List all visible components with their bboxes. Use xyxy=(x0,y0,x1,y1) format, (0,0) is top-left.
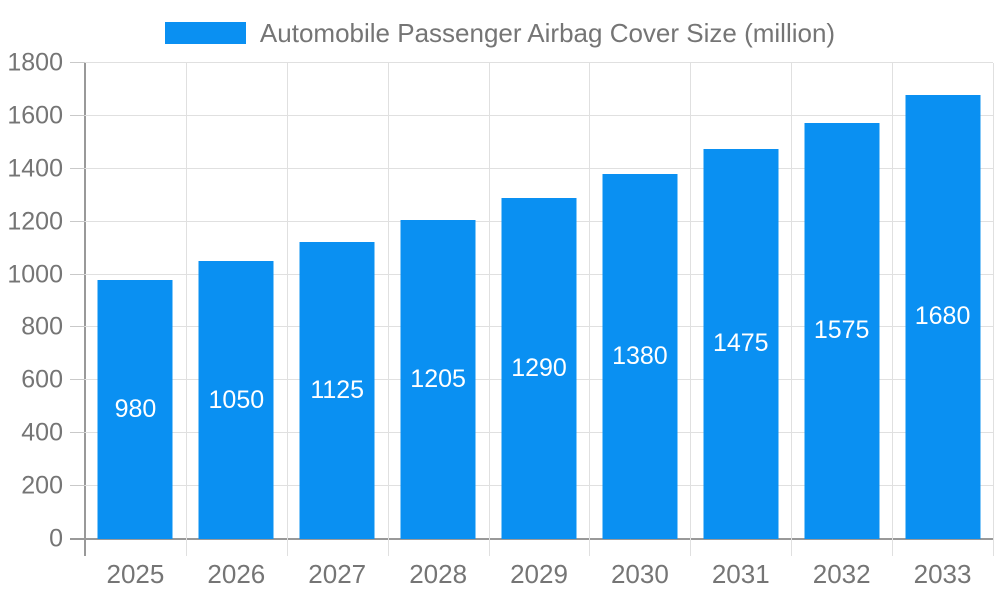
gridline-vertical xyxy=(892,63,894,556)
bar-value-label: 1380 xyxy=(612,342,668,371)
plot-area: 0 200 400 600 800 1000 1200 1400 1600 1800 980 2025… xyxy=(7,50,994,588)
x-axis-label: 2033 xyxy=(913,559,972,589)
legend-label: Automobile Passenger Airbag Cover Size (… xyxy=(259,18,836,48)
bar-2026[interactable]: 1050 xyxy=(198,261,274,539)
y-axis-tick xyxy=(70,62,85,63)
bar-2033[interactable]: 1680 xyxy=(905,94,981,539)
y-axis-tick xyxy=(70,167,85,169)
y-axis-tick xyxy=(70,114,85,116)
bar-2029[interactable]: 1290 xyxy=(501,197,577,539)
gridline-vertical xyxy=(387,63,389,556)
y-axis-tick xyxy=(70,432,85,434)
bar-2031[interactable]: 1475 xyxy=(703,148,779,539)
x-axis-label: 2027 xyxy=(308,559,367,589)
x-axis-label: 2032 xyxy=(812,559,871,589)
bar-value-label: 1680 xyxy=(914,302,971,331)
y-axis-label: 1800 xyxy=(7,48,63,77)
bar-2028[interactable]: 1205 xyxy=(400,220,476,539)
x-axis-label: 2028 xyxy=(409,559,468,589)
bar-value-label: 1205 xyxy=(410,365,466,394)
gridline-horizontal xyxy=(85,62,993,63)
y-axis-label: 1400 xyxy=(7,154,63,183)
legend-swatch xyxy=(164,22,246,45)
x-axis-label: 2025 xyxy=(106,559,165,589)
gridline-vertical xyxy=(286,63,288,556)
y-axis-label: 600 xyxy=(21,365,63,394)
x-axis-label: 2026 xyxy=(207,559,266,589)
y-axis-line xyxy=(84,63,86,556)
bar-2032[interactable]: 1575 xyxy=(804,122,880,539)
gridline-vertical xyxy=(690,63,692,556)
x-axis-line xyxy=(70,538,993,540)
bar-2025[interactable]: 980 xyxy=(97,279,173,539)
gridline-horizontal xyxy=(85,167,993,169)
y-axis-label: 1600 xyxy=(7,101,63,130)
y-axis-label: 400 xyxy=(21,418,63,447)
gridline-vertical xyxy=(589,63,591,556)
y-axis-label: 0 xyxy=(49,524,63,553)
bar-value-label: 1050 xyxy=(208,385,265,414)
y-axis-label: 1200 xyxy=(7,207,63,236)
bar-value-label: 980 xyxy=(114,394,157,423)
bar-2027[interactable]: 1125 xyxy=(299,241,375,539)
x-axis-label: 2031 xyxy=(711,559,770,589)
bar-2030[interactable]: 1380 xyxy=(602,174,678,539)
x-axis-label: 2030 xyxy=(610,559,669,589)
y-axis-label: 1000 xyxy=(7,260,63,289)
gridline-horizontal xyxy=(85,114,993,116)
gridline-vertical xyxy=(185,63,187,556)
y-axis-tick xyxy=(70,220,85,222)
legend[interactable]: Automobile Passenger Airbag Cover Size (… xyxy=(0,19,1000,48)
y-axis-tick xyxy=(70,326,85,328)
gridline-vertical xyxy=(488,63,490,556)
y-axis-label: 800 xyxy=(21,312,63,341)
bar-value-label: 1290 xyxy=(511,353,567,382)
y-axis-tick xyxy=(70,379,85,381)
gridline-vertical xyxy=(791,63,793,556)
y-axis-tick xyxy=(70,273,85,275)
y-axis-tick xyxy=(70,485,85,487)
bar-value-label: 1575 xyxy=(813,316,870,345)
bar-value-label: 1125 xyxy=(310,375,365,404)
gridline-vertical xyxy=(993,63,994,556)
bar-value-label: 1475 xyxy=(712,329,769,358)
y-axis-label: 200 xyxy=(21,471,63,500)
x-axis-label: 2029 xyxy=(510,559,568,589)
